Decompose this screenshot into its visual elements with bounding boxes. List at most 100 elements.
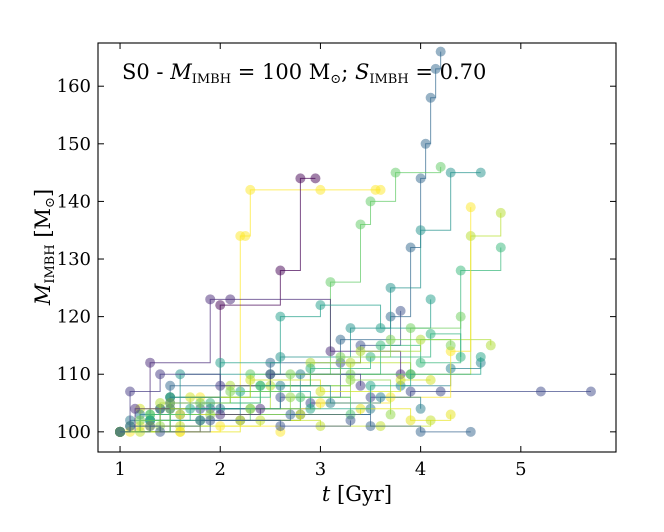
x-tick-label: 3: [315, 459, 326, 480]
data-point: [365, 421, 376, 432]
annotation-m-unit-sub: ⊙: [330, 72, 341, 87]
data-point: [585, 386, 596, 397]
data-point: [425, 415, 436, 426]
x-tick-label: 1: [114, 459, 125, 480]
data-point: [145, 357, 156, 368]
data-point: [125, 421, 136, 432]
data-point: [445, 167, 456, 178]
data-point: [475, 351, 486, 362]
data-point: [205, 415, 216, 426]
data-point: [275, 265, 286, 276]
data-point: [155, 369, 166, 380]
data-point: [535, 386, 546, 397]
data-point: [435, 161, 446, 172]
data-point: [315, 386, 326, 397]
data-point: [425, 328, 436, 339]
data-point: [420, 138, 431, 149]
data-point: [315, 184, 326, 195]
data-point: [285, 409, 296, 420]
data-point: [265, 369, 276, 380]
data-point: [165, 398, 176, 409]
data-point: [425, 294, 436, 305]
data-point: [245, 403, 256, 414]
data-point: [465, 426, 476, 437]
data-point: [365, 380, 376, 391]
data-point: [295, 392, 306, 403]
data-point: [195, 415, 206, 426]
data-point: [375, 323, 386, 334]
annotation-m-sub: IMBH: [192, 72, 231, 87]
data-point: [130, 403, 141, 414]
data-point: [415, 173, 426, 184]
data-point: [455, 265, 466, 276]
data-point: [455, 311, 466, 322]
data-point: [435, 46, 446, 57]
y-axis-unit: [M: [31, 208, 55, 244]
data-point: [390, 167, 401, 178]
data-point: [325, 346, 336, 357]
data-point: [485, 340, 496, 351]
data-point: [275, 421, 286, 432]
plot-frame: [97, 42, 617, 453]
y-axis-label: MIMBH [M⊙]: [31, 189, 58, 306]
y-axis-unit-sub: ⊙: [43, 197, 58, 208]
data-point: [405, 415, 416, 426]
data-point: [125, 386, 136, 397]
data-point: [315, 398, 326, 409]
data-point: [240, 230, 251, 241]
data-point: [345, 374, 356, 385]
data-point: [275, 380, 286, 391]
x-axis-unit: [Gyr]: [330, 482, 392, 506]
data-point: [405, 386, 416, 397]
annotation-sep: ;: [341, 60, 355, 84]
data-point: [405, 242, 416, 253]
data-point: [215, 300, 226, 311]
y-tick-label: 130: [57, 249, 91, 270]
data-point: [425, 92, 436, 103]
data-point: [215, 357, 226, 368]
data-point: [355, 346, 366, 357]
data-point: [375, 184, 386, 195]
data-point: [475, 167, 486, 178]
data-point: [405, 369, 416, 380]
data-point: [435, 386, 446, 397]
data-point: [275, 311, 286, 322]
x-axis-label: t [Gyr]: [322, 482, 392, 506]
chart-annotation: S0 - MIMBH = 100 M⊙; SIMBH = 0.70: [122, 60, 486, 87]
data-point: [395, 374, 406, 385]
series-line: [120, 51, 442, 433]
series-30: [115, 415, 356, 437]
data-point: [325, 277, 336, 288]
data-point: [245, 184, 256, 195]
data-point: [385, 282, 396, 293]
annotation-m-value: = 100 M: [231, 60, 330, 84]
annotation-prefix: S0 -: [122, 60, 170, 84]
data-point: [335, 351, 346, 362]
data-point: [245, 374, 256, 385]
data-point: [425, 374, 436, 385]
data-point: [415, 426, 426, 437]
data-point: [255, 380, 266, 391]
x-tick-label: 2: [215, 459, 226, 480]
data-point: [295, 173, 306, 184]
data-point: [255, 403, 266, 414]
x-axis: 1 2 3 4 5: [114, 43, 527, 480]
annotation-s-symbol: S: [355, 60, 369, 84]
y-axis-symbol: M: [31, 283, 55, 306]
y-axis: 100 110 120 130 140 150 160: [57, 76, 616, 443]
x-tick-label: 4: [415, 459, 426, 480]
data-point: [305, 363, 316, 374]
data-point: [135, 415, 146, 426]
data-point: [455, 351, 466, 362]
data-point: [215, 421, 226, 432]
data-point: [215, 409, 226, 420]
x-axis-symbol: t: [322, 482, 331, 506]
data-point: [315, 300, 326, 311]
y-tick-label: 150: [57, 134, 91, 155]
annotation-s-value: = 0.70: [409, 60, 487, 84]
data-point: [385, 334, 396, 345]
data-point: [345, 323, 356, 334]
y-axis-sub: IMBH: [43, 244, 58, 283]
plot-area: [115, 46, 596, 437]
